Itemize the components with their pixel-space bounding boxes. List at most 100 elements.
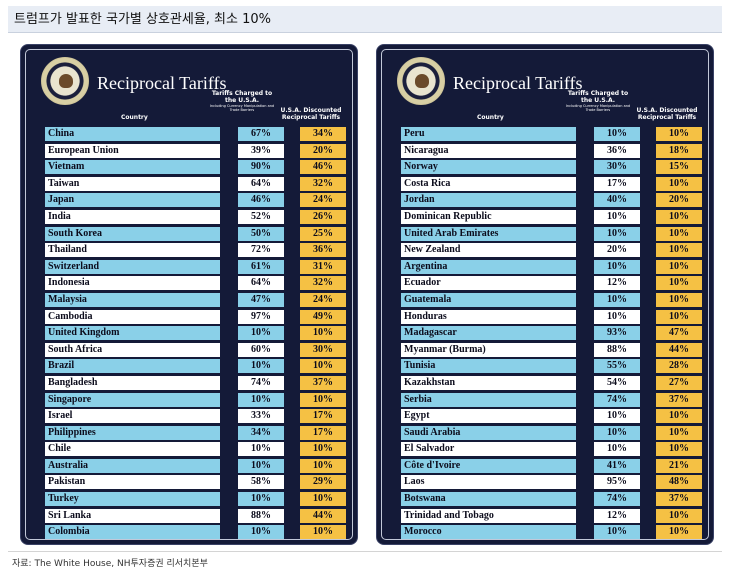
country-cell: Bangladesh [45,375,220,390]
discounted-cell: 17% [300,425,346,440]
charged-cell: 10% [594,525,640,540]
charged-cell: 30% [594,160,640,175]
charged-cell: 10% [238,458,284,473]
table-row: Philippines 34% 17% [45,425,357,442]
country-cell: El Salvador [401,442,576,457]
discounted-cell: 10% [656,442,702,457]
discounted-cell: 10% [656,292,702,307]
charged-cell: 95% [594,475,640,490]
country-cell: China [45,127,220,141]
discounted-cell: 10% [300,525,346,540]
tariff-rows: Peru 10% 10% Nicaragua 36% 18% Norway 30% 15% Cos… [401,126,713,541]
country-cell: Morocco [401,525,576,540]
charged-cell: 46% [238,193,284,208]
column-header-country: Country [477,114,504,121]
country-cell: Israel [45,409,220,424]
table-row: Ecuador 12% 10% [401,275,713,292]
discounted-cell: 46% [300,160,346,175]
table-row: Kazakhstan 54% 27% [401,375,713,392]
discounted-cell: 29% [300,475,346,490]
discounted-cell: 21% [656,458,702,473]
charged-cell: 17% [594,176,640,191]
charged-cell: 10% [594,209,640,224]
country-cell: Taiwan [45,176,220,191]
table-row: United Arab Emirates 10% 10% [401,226,713,243]
charged-cell: 74% [594,492,640,507]
tariff-panel-left: Reciprocal Tariffs Country Tariffs Charg… [20,44,358,545]
table-row: United Kingdom 10% 10% [45,325,357,342]
charged-cell: 36% [594,143,640,158]
country-cell: Dominican Republic [401,209,576,224]
country-cell: Serbia [401,392,576,407]
charged-cell: 74% [238,375,284,390]
discounted-cell: 20% [300,143,346,158]
table-row: Pakistan 58% 29% [45,474,357,491]
charged-cell: 39% [238,143,284,158]
table-row: Australia 10% 10% [45,458,357,475]
discounted-cell: 26% [300,209,346,224]
table-row: Cambodia 97% 49% [45,309,357,326]
discounted-cell: 10% [300,326,346,341]
charged-cell: 67% [238,127,284,141]
discounted-cell: 10% [656,176,702,191]
country-cell: Sri Lanka [45,508,220,523]
charged-cell: 10% [594,292,640,307]
table-row: Serbia 74% 37% [401,392,713,409]
discounted-cell: 25% [300,226,346,241]
country-cell: New Zealand [401,243,576,258]
charged-cell: 10% [594,259,640,274]
table-row: Dominican Republic 10% 10% [401,209,713,226]
country-cell: Colombia [45,525,220,540]
charged-cell: 10% [238,326,284,341]
discounted-cell: 24% [300,292,346,307]
table-row: Malaysia 47% 24% [45,292,357,309]
charged-cell: 12% [594,508,640,523]
table-row: Jordan 40% 20% [401,192,713,209]
table-row: India 52% 26% [45,209,357,226]
charged-cell: 20% [594,243,640,258]
charged-cell: 72% [238,243,284,258]
table-row: Tunisia 55% 28% [401,358,713,375]
table-row: Egypt 10% 10% [401,408,713,425]
panel-frame [381,49,709,540]
table-row: Turkey 10% 10% [45,491,357,508]
table-row: Laos 95% 48% [401,474,713,491]
source-note: 자료: The White House, NH투자증권 리서치본부 [8,551,722,569]
column-header-charged: Tariffs Charged to the U.S.A. Including … [563,90,633,112]
discounted-cell: 32% [300,176,346,191]
table-row: China 67% 34% [45,126,357,143]
table-row: Sri Lanka 88% 44% [45,508,357,525]
discounted-cell: 36% [300,243,346,258]
discounted-cell: 30% [300,342,346,357]
country-cell: United Kingdom [45,326,220,341]
country-cell: Malaysia [45,292,220,307]
country-cell: Madagascar [401,326,576,341]
discounted-cell: 10% [300,492,346,507]
charged-cell: 93% [594,326,640,341]
charged-cell: 10% [594,226,640,241]
country-cell: Vietnam [45,160,220,175]
panel-frame [25,49,353,540]
table-row: Peru 10% 10% [401,126,713,143]
country-cell: United Arab Emirates [401,226,576,241]
column-header-charged-sub: Including Currency Manipulation and Trad… [565,104,631,112]
table-row: Norway 30% 15% [401,159,713,176]
discounted-cell: 28% [656,359,702,374]
discounted-cell: 15% [656,160,702,175]
charged-cell: 40% [594,193,640,208]
table-row: Colombia 10% 10% [45,524,357,541]
discounted-cell: 24% [300,193,346,208]
discounted-cell: 49% [300,309,346,324]
charged-cell: 97% [238,309,284,324]
discounted-cell: 34% [300,127,346,141]
discounted-cell: 27% [656,375,702,390]
table-row: Indonesia 64% 32% [45,275,357,292]
country-cell: Nicaragua [401,143,576,158]
charged-cell: 74% [594,392,640,407]
table-row: Taiwan 64% 32% [45,176,357,193]
panel-heading: Reciprocal Tariffs [453,73,583,93]
table-row: South Africa 60% 30% [45,342,357,359]
discounted-cell: 10% [656,276,702,291]
charged-cell: 10% [594,309,640,324]
discounted-cell: 37% [656,392,702,407]
